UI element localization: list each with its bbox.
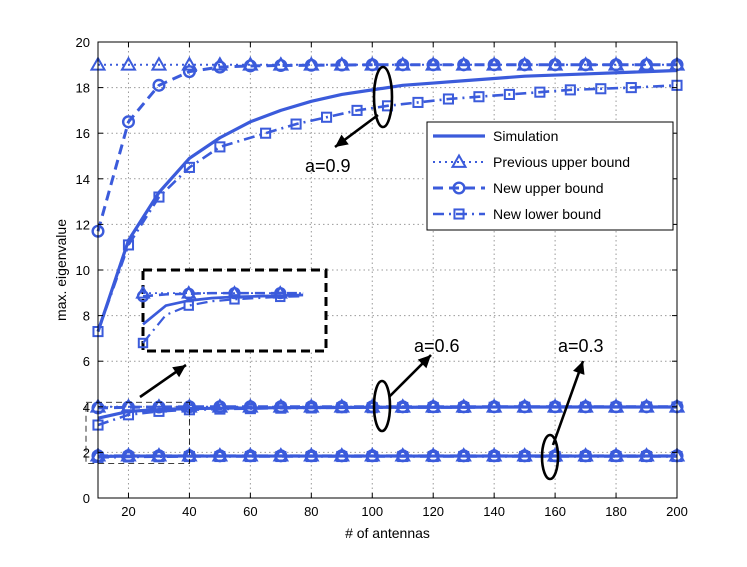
annotation-label: a=0.6 [414, 336, 460, 356]
arrow-a09-head [335, 135, 349, 147]
y-axis-label: max. eigenvalue [53, 219, 69, 321]
legend-label: Previous upper bound [493, 154, 630, 170]
inset-zoom [86, 270, 326, 464]
ellipse-a09 [374, 67, 392, 127]
x-tick-label: 100 [361, 504, 383, 519]
y-tick-label: 16 [76, 126, 90, 141]
x-tick-label: 60 [243, 504, 257, 519]
legend: Simulation Previous upper bound New upper … [427, 122, 673, 230]
y-tick-label: 4 [83, 400, 90, 415]
x-tick-label: 40 [182, 504, 196, 519]
x-tick-label: 200 [666, 504, 688, 519]
arrow-zoom-head [172, 365, 186, 377]
x-tick-label: 160 [544, 504, 566, 519]
y-tick-label: 8 [83, 309, 90, 324]
y-tick-label: 2 [83, 445, 90, 460]
x-tick-label: 180 [605, 504, 627, 519]
curve-group-2 [92, 449, 684, 462]
legend-label: New lower bound [493, 206, 601, 222]
x-tick-label: 80 [304, 504, 318, 519]
y-tick-label: 6 [83, 354, 90, 369]
y-tick-label: 12 [76, 217, 90, 232]
arrow-a03-head [573, 361, 584, 375]
x-tick-label: 20 [121, 504, 135, 519]
legend-label: Simulation [493, 128, 558, 144]
annotation-label: a=0.9 [305, 156, 351, 176]
annotation-label: a=0.3 [558, 336, 604, 356]
legend-label: New upper bound [493, 180, 604, 196]
inset-frame [143, 270, 326, 351]
x-axis-label: # of antennas [345, 525, 430, 541]
y-tick-label: 18 [76, 81, 90, 96]
x-tick-label: 120 [422, 504, 444, 519]
x-tick-label: 140 [483, 504, 505, 519]
y-tick-label: 20 [76, 35, 90, 50]
y-tick-label: 0 [83, 491, 90, 506]
curves [92, 58, 684, 462]
y-tick-label: 14 [76, 172, 90, 187]
y-tick-label: 10 [76, 263, 90, 278]
